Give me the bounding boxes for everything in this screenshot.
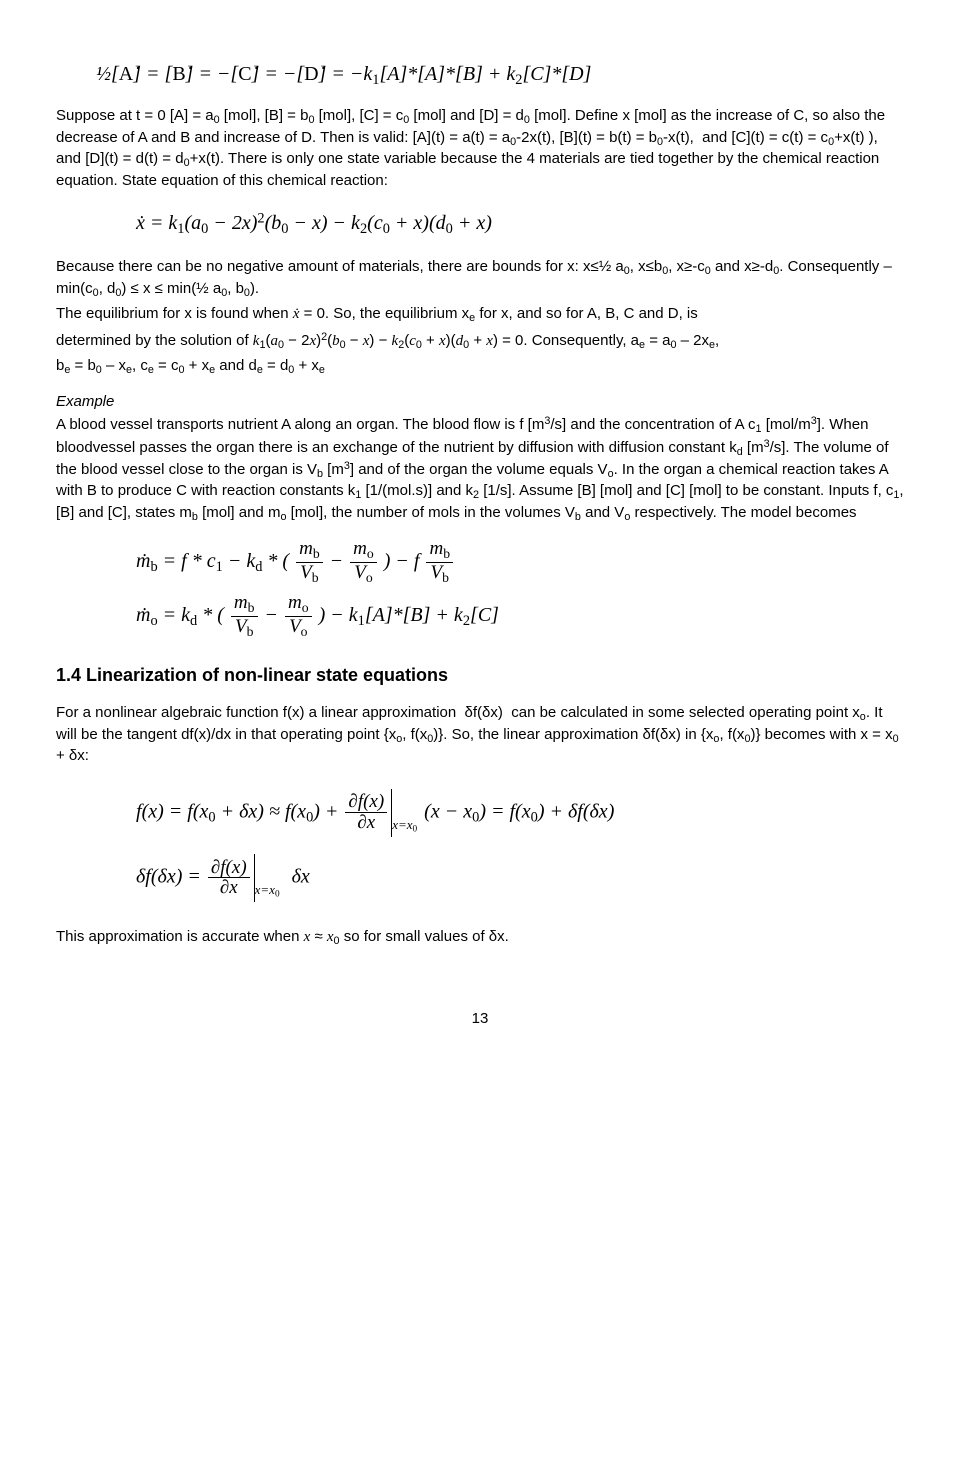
equation-model-mb: ṁb = f * c1 − kd * ( mbVb − moVo ) − f m… <box>136 539 904 585</box>
paragraph-bounds: Because there can be no negative amount … <box>56 257 904 300</box>
equation-taylor-2: δf(δx) = ∂f(x)∂xx=x0 δx <box>136 854 904 905</box>
paragraph-equilibrium-1: The equilibrium for x is found when ẋ = … <box>56 304 904 326</box>
paragraph-initial-conditions: Suppose at t = 0 [A] = a0 [mol], [B] = b… <box>56 106 904 191</box>
paragraph-approximation-accuracy: This approximation is accurate when x ≈ … <box>56 927 904 949</box>
example-body: A blood vessel transports nutrient A alo… <box>56 414 904 524</box>
equation-model-mo: ṁo = kd * ( mbVb − moVo ) − k1[A]*[B] + … <box>136 593 904 639</box>
page-number: 13 <box>56 1009 904 1029</box>
equation-reaction-rates: ½[Ȧ] = [Ḃ] = −[Ċ] = −[Ḋ] = −k1[A]*[A… <box>96 58 904 92</box>
paragraph-equilibrium-2: determined by the solution of k1(a0 − 2x… <box>56 330 904 352</box>
equation-taylor-1: f(x) = f(x0 + δx) ≈ f(x0) + ∂f(x)∂xx=x0 … <box>136 789 904 840</box>
paragraph-equilibrium-3: be = b0 – xe, ce = c0 + xe and de = d0 +… <box>56 356 904 378</box>
equation-state: ẋ = k1(a0 − 2x)2(b0 − x) − k2(c0 + x)(d0… <box>136 207 904 241</box>
example-heading: Example <box>56 392 904 412</box>
paragraph-linearization-intro: For a nonlinear algebraic function f(x) … <box>56 703 904 766</box>
section-heading-1-4: 1.4 Linearization of non-linear state eq… <box>56 663 904 687</box>
